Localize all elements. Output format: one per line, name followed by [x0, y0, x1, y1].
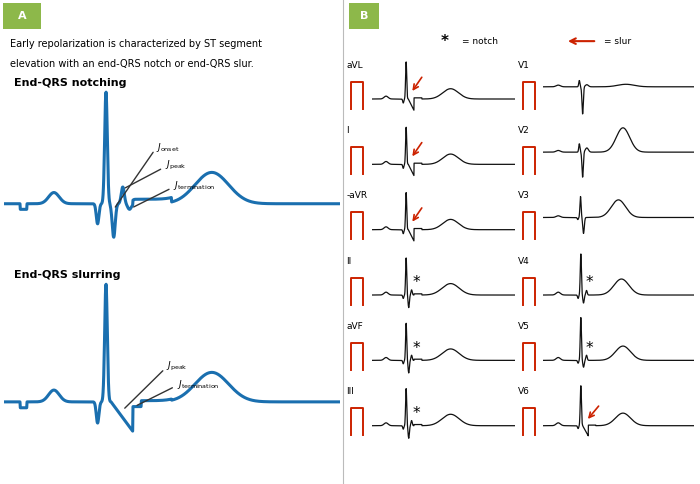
Text: $J_\mathrm{termination}$: $J_\mathrm{termination}$ — [173, 180, 216, 192]
Text: *: * — [412, 275, 420, 290]
Text: aVF: aVF — [346, 322, 363, 331]
Text: Schematic figure of early repolarization: Schematic figure of early repolarization — [62, 9, 327, 22]
Text: *: * — [412, 406, 420, 421]
Text: II: II — [346, 257, 351, 266]
Text: V1: V1 — [518, 61, 530, 70]
Text: V3: V3 — [518, 192, 530, 200]
Text: $J_\mathrm{termination}$: $J_\mathrm{termination}$ — [176, 378, 219, 391]
Text: End-QRS slurring: End-QRS slurring — [13, 270, 120, 280]
Text: I: I — [346, 126, 349, 135]
Text: aVL: aVL — [346, 61, 363, 70]
Text: A: A — [18, 11, 27, 21]
Text: = notch: = notch — [462, 37, 498, 45]
Text: $J_\mathrm{onset}$: $J_\mathrm{onset}$ — [156, 141, 180, 154]
Bar — [4, 2, 41, 29]
Text: *: * — [586, 341, 594, 356]
Text: B: B — [360, 11, 368, 21]
Text: V2: V2 — [518, 126, 530, 135]
Text: V4: V4 — [518, 257, 530, 266]
Bar — [349, 2, 379, 29]
Text: -aVR: -aVR — [346, 192, 368, 200]
Text: *: * — [440, 34, 449, 48]
Text: *: * — [586, 275, 594, 290]
Text: Early repolarization is characterized by ST segment: Early repolarization is characterized by… — [10, 39, 262, 49]
Text: V5: V5 — [518, 322, 530, 331]
Text: V6: V6 — [518, 388, 530, 396]
Text: *: * — [412, 341, 420, 356]
Text: elevation with an end-QRS notch or end-QRS slur.: elevation with an end-QRS notch or end-Q… — [10, 60, 254, 69]
Text: III: III — [346, 388, 354, 396]
Text: = slur: = slur — [604, 37, 631, 45]
Text: $J_\mathrm{peak}$: $J_\mathrm{peak}$ — [164, 159, 186, 172]
Text: End-QRS notching: End-QRS notching — [13, 78, 126, 88]
Text: Early repolarization found in an adult male: Early repolarization found in an adult m… — [398, 9, 682, 22]
Text: $J_\mathrm{peak}$: $J_\mathrm{peak}$ — [167, 360, 188, 373]
